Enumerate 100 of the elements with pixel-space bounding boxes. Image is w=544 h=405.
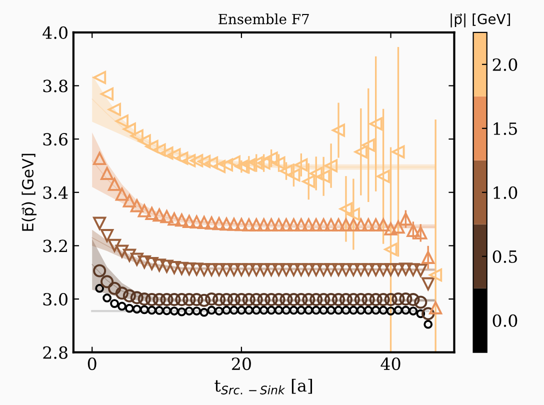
point [140,305,149,314]
point [364,306,373,315]
point [154,306,164,315]
point [362,263,375,276]
point [234,218,248,232]
point [302,174,316,188]
point [138,134,151,148]
point [422,250,435,264]
point [386,306,396,316]
point [250,263,263,276]
point [115,188,129,201]
point [145,293,158,306]
point [200,308,209,317]
point [384,263,398,276]
chart-title: Ensemble F7 [218,14,309,24]
point [212,217,226,230]
point [257,293,270,306]
point [242,158,256,172]
point [184,306,194,316]
point [198,216,211,230]
point [205,216,218,230]
point [252,306,261,315]
point [236,306,246,315]
y-tick-label: 3.8 [43,80,68,92]
point [152,258,166,272]
point [190,154,204,168]
point [272,156,286,170]
point [182,154,196,168]
point [227,218,241,231]
point [175,214,188,227]
point [302,218,316,232]
point [302,293,316,306]
point [212,293,226,306]
point [319,306,328,315]
point [399,292,412,306]
point [220,158,234,172]
color-bar-label: 2.0 [492,58,518,71]
point [100,87,114,101]
point [294,218,308,232]
y-tick-label: 3.0 [43,292,68,306]
point [399,262,412,276]
point [280,218,293,232]
point [376,170,390,183]
point [175,293,188,306]
point [384,293,398,306]
point [230,306,238,315]
point [108,282,122,295]
point [401,306,410,315]
point [392,292,405,306]
y-tick-label: 2.8 [43,346,68,359]
point [304,306,314,315]
point [257,156,270,170]
point [160,293,174,306]
point [362,138,375,152]
point [214,306,224,316]
point [354,145,368,158]
point [264,263,278,276]
point [175,262,188,275]
point [287,263,300,276]
x-tick-label: 0 [88,358,96,370]
point [138,292,151,306]
point [280,164,293,178]
y-tick-label: 3.6 [43,133,68,146]
point [274,306,284,315]
point [294,263,308,276]
point [182,293,196,306]
point [205,292,218,306]
point [392,220,405,234]
point [220,293,234,306]
point [108,102,122,116]
point [310,293,323,306]
point [130,129,144,142]
point [122,122,136,136]
point [362,218,375,232]
point [272,263,286,276]
point [287,168,300,182]
point [264,293,278,306]
point [346,218,360,232]
point [93,264,106,278]
point [339,263,353,276]
point [354,293,368,306]
point [406,224,420,238]
point [145,206,158,220]
point [207,306,216,315]
point [376,263,390,276]
point [362,293,375,306]
color-bar-label: 1.5 [494,122,517,135]
color-bar-label: 0.0 [492,314,518,327]
point [332,218,346,232]
point [422,277,435,290]
point [422,307,435,320]
point [414,226,428,240]
point [339,293,353,306]
point [234,160,248,174]
point [115,244,129,258]
point [369,263,382,276]
point [408,306,418,316]
point [168,293,181,306]
point [160,210,174,224]
color-bar-title: |p⃗| [GeV] [450,13,510,28]
